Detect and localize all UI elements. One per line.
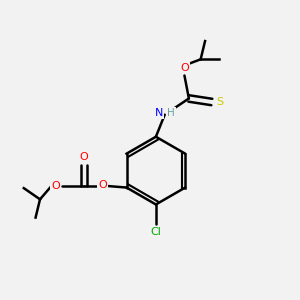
Text: Cl: Cl bbox=[151, 227, 161, 237]
Text: O: O bbox=[98, 181, 107, 190]
Text: O: O bbox=[180, 63, 189, 73]
Text: N: N bbox=[155, 108, 164, 118]
Text: O: O bbox=[51, 181, 60, 191]
Text: H: H bbox=[167, 108, 175, 118]
Text: O: O bbox=[80, 152, 88, 162]
Text: S: S bbox=[217, 97, 224, 107]
